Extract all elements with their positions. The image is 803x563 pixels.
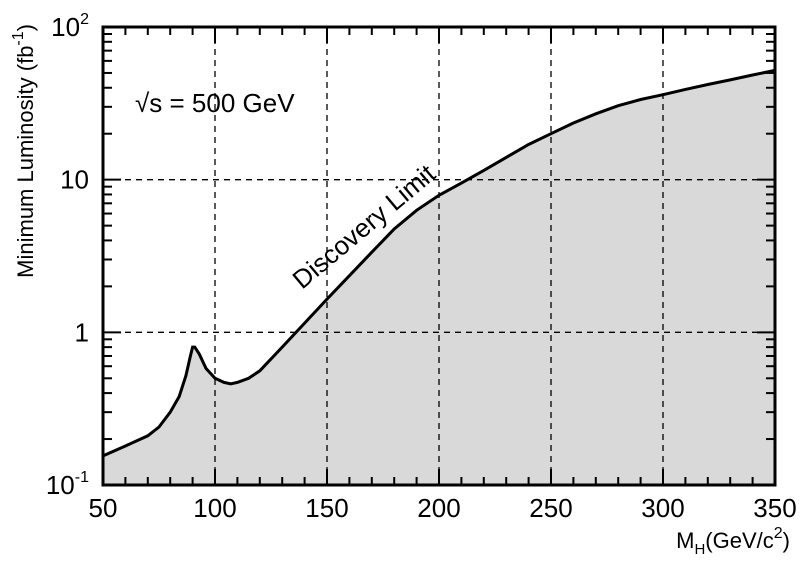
y-tick-label: 102 <box>51 11 89 42</box>
excluded-region-fill <box>103 70 775 486</box>
x-tick-label: 300 <box>641 493 684 523</box>
x-tick-label: 50 <box>89 493 118 523</box>
y-axis-title: Minimum Luminosity (fb-1) <box>10 24 38 278</box>
plot-area <box>101 25 777 487</box>
y-tick-label: 10-1 <box>46 469 89 500</box>
x-tick-label: 250 <box>529 493 572 523</box>
y-tick-label: 1 <box>75 317 89 347</box>
grid-lines <box>103 27 775 485</box>
discovery-limit-curve <box>102 68 776 458</box>
x-tick-label: 100 <box>193 493 236 523</box>
y-tick-labels: 10-1 1 10 102 <box>46 11 89 500</box>
x-tick-labels: 50 100 150 200 250 300 350 <box>89 493 797 523</box>
x-tick-label: 200 <box>417 493 460 523</box>
energy-annotation: √s = 500 GeV <box>135 88 295 118</box>
y-tick-label: 10 <box>60 165 89 195</box>
x-tick-label: 350 <box>753 493 796 523</box>
axis-ticks <box>102 27 776 486</box>
x-tick-label: 150 <box>305 493 348 523</box>
x-axis-title: MH(GeV/c2) <box>676 525 790 558</box>
